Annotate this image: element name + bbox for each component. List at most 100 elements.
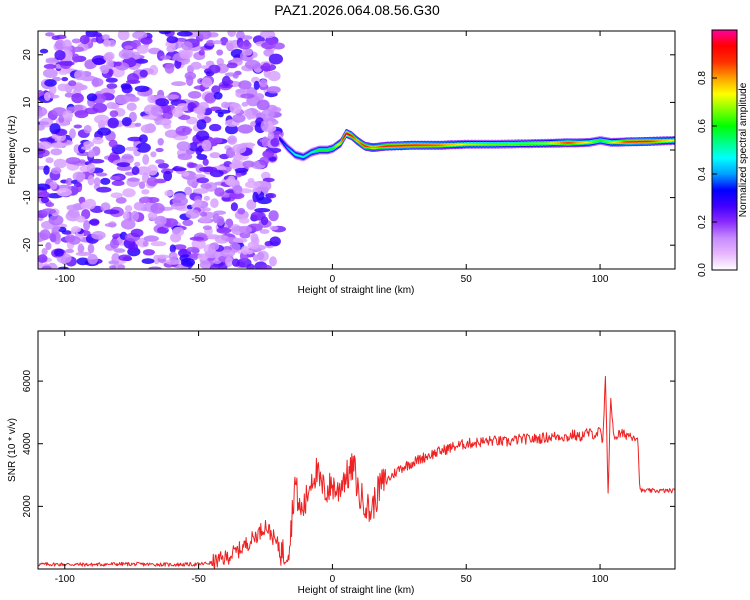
noise-blob [259,79,268,88]
figure-title: PAZ1.2026.064.08.56.G30 [274,2,440,18]
noise-blob [189,236,205,241]
noise-blob [163,218,179,228]
signal-ridge-segment [456,143,461,146]
signal-ridge-segment [476,143,481,145]
snr-x-ticks: -100 -50 0 50 100 [55,331,609,585]
noise-blob [43,92,51,101]
noise-blob [58,115,65,123]
noise-blob [239,232,251,239]
noise-blob [219,249,236,257]
noise-blob [227,31,237,37]
noise-blob [38,147,46,155]
noise-blob [150,106,163,117]
noise-blob [140,124,154,134]
noise-blob [146,164,158,176]
signal-ridge-segment [399,145,404,147]
signal-ridge-segment [283,143,286,146]
noise-blob [71,38,81,44]
signal-ridge-segment [385,145,390,147]
spectrogram-y-ticks: -20 -10 0 10 20 [22,49,675,253]
noise-blob [209,123,222,132]
noise-blob [103,39,111,48]
spectrogram-x-tick-label: 100 [592,274,609,285]
noise-blob [141,189,150,195]
noise-blob [164,63,175,74]
noise-blob [120,219,136,230]
noise-blob [225,124,239,135]
signal-ridge-segment [519,143,524,145]
snr-x-label: Height of straight line (km) [298,585,415,596]
noise-blob [84,60,95,70]
signal-ridge-segment [626,141,631,143]
signal-ridge-segment [469,143,474,145]
noise-blob [80,201,90,209]
noise-blob [166,94,179,100]
signal-ridge-segment [546,142,550,144]
noise-blob [237,40,252,50]
spectrogram-x-tick-label: -100 [55,274,75,285]
signal-ridge-segment [392,145,397,147]
noise-blob [42,68,58,79]
noise-blob [225,40,236,51]
noise-blob [84,107,99,115]
colorbar-tick-label: 0.6 [697,119,708,133]
noise-blob [171,167,187,172]
noise-blob [192,188,209,194]
noise-blob [133,201,146,211]
noise-blob [134,85,150,93]
colorbar-tick-label: 0.2 [697,215,708,229]
signal-ridge-segment [462,143,467,145]
noise-blob [202,158,209,166]
signal-ridge-segment [637,140,641,143]
noise-blob [266,39,278,44]
noise-blob [117,31,130,41]
noise-blob [262,150,275,159]
colorbar-frame [711,29,738,271]
noise-blob [127,136,143,142]
noise-blob [237,208,246,215]
noise-blob [185,209,200,219]
noise-blob [45,242,52,251]
spectrogram-y-tick-label: 20 [22,49,33,61]
noise-blob [164,190,174,197]
colorbar-tick-label: 0.0 [697,263,708,277]
noise-blob [49,181,58,190]
spectrogram-y-tick-label: -20 [22,238,33,253]
noise-blob [38,124,45,131]
signal-ridge-segment [279,139,282,141]
signal-ridge-segment [281,141,284,143]
noise-blob [262,62,271,72]
noise-blob [168,251,178,261]
signal-ridge-segment [499,143,504,145]
noise-blob [253,80,260,90]
signal-ridge-segment [640,140,644,143]
noise-blob [173,244,187,251]
signal-ridge-segment [341,139,344,141]
snr-frame [37,330,676,570]
noise-blob [171,81,187,87]
snr-y-tick-label: 2000 [22,495,33,518]
signal-ridge-segment [503,143,508,145]
signal-ridge-segment [658,140,663,142]
noise-blob [111,180,125,186]
noise-blob [230,202,238,212]
noise-blob [108,260,120,265]
noise-blob [181,41,193,51]
noise-blob [232,237,248,243]
signal-ridge-segment [648,140,653,143]
noise-blob [229,102,242,114]
noise-blob [110,175,121,181]
noise-blob [54,142,66,148]
snr-background [38,331,675,569]
noise-blob [187,162,198,168]
noise-blob [260,216,269,226]
noise-blob [241,101,249,107]
snr-y-tick-label: 6000 [22,370,33,393]
noise-blob [232,113,246,123]
noise-blob [252,254,259,262]
noise-blob [131,166,140,176]
noise-blob [74,69,86,81]
noise-blob [157,226,167,234]
noise-blob [208,64,221,74]
